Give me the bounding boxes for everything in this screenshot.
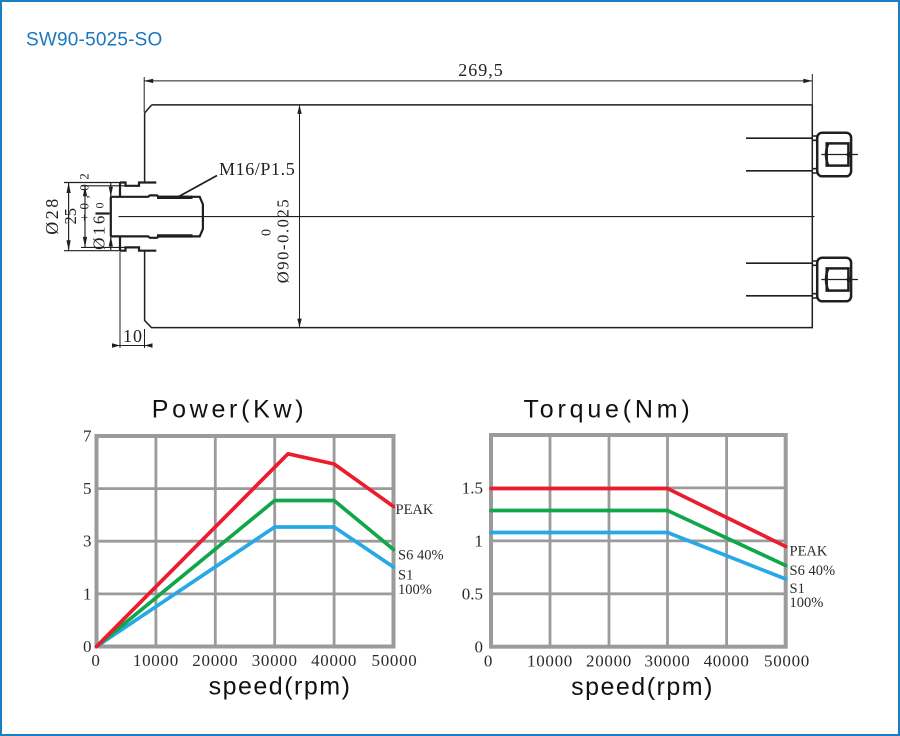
svg-text:Ø90-0.025: Ø90-0.025	[274, 198, 293, 283]
svg-text:30000: 30000	[252, 651, 298, 670]
svg-text:5: 5	[83, 479, 92, 498]
svg-text:PEAK: PEAK	[396, 502, 434, 518]
svg-text:Ø16: Ø16	[90, 213, 109, 250]
svg-text:25: 25	[61, 208, 80, 225]
svg-text:50000: 50000	[372, 651, 418, 670]
svg-text:M16/P1.5: M16/P1.5	[219, 159, 295, 179]
svg-text:1: 1	[83, 584, 92, 603]
svg-text:1: 1	[475, 532, 484, 551]
svg-text:269,5: 269,5	[458, 60, 504, 80]
svg-text:0: 0	[91, 651, 100, 670]
svg-text:S1: S1	[790, 581, 805, 597]
svg-text:+0,02: +0,02	[77, 169, 92, 222]
svg-text:40000: 40000	[704, 652, 750, 671]
svg-text:S6 40%: S6 40%	[790, 563, 836, 579]
svg-text:10: 10	[123, 326, 143, 346]
svg-text:30000: 30000	[645, 652, 691, 671]
svg-text:0: 0	[475, 637, 484, 656]
svg-text:7: 7	[83, 427, 92, 446]
svg-text:speed(rpm): speed(rpm)	[571, 673, 714, 701]
svg-text:SW90-5025-SO: SW90-5025-SO	[26, 30, 163, 51]
svg-text:speed(rpm): speed(rpm)	[209, 673, 352, 701]
svg-text:Torque(Nm): Torque(Nm)	[524, 396, 694, 424]
svg-text:S6 40%: S6 40%	[398, 548, 444, 564]
svg-text:100%: 100%	[790, 595, 824, 611]
svg-text:Ø28: Ø28	[42, 196, 62, 235]
svg-text:0: 0	[484, 652, 493, 671]
svg-text:40000: 40000	[311, 651, 357, 670]
svg-text:100%: 100%	[398, 582, 432, 598]
svg-text:S1: S1	[398, 568, 413, 584]
svg-text:1.5: 1.5	[462, 479, 483, 498]
svg-text:0: 0	[260, 229, 275, 236]
svg-text:0: 0	[93, 203, 107, 209]
svg-text:0.5: 0.5	[462, 585, 483, 604]
svg-text:20000: 20000	[586, 652, 632, 671]
svg-text:10000: 10000	[527, 652, 573, 671]
svg-text:10000: 10000	[133, 651, 179, 670]
svg-text:0: 0	[83, 637, 92, 656]
svg-text:Power(Kw): Power(Kw)	[152, 396, 308, 424]
svg-text:50000: 50000	[764, 652, 810, 671]
svg-text:3: 3	[83, 532, 92, 551]
svg-text:20000: 20000	[192, 651, 238, 670]
svg-text:PEAK: PEAK	[790, 544, 828, 560]
